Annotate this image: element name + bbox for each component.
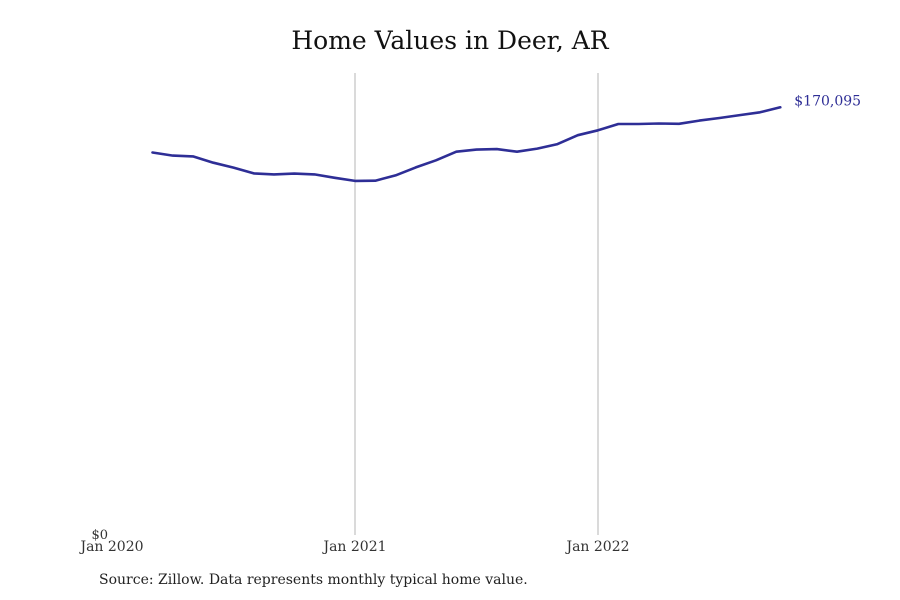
x-tick-label: Jan 2021	[321, 539, 386, 555]
x-tick-label: Jan 2022	[564, 539, 629, 555]
x-tick-label: Jan 2020	[78, 539, 143, 555]
series-line	[151, 106, 782, 183]
last-value-label: $170,095	[794, 93, 861, 109]
chart-title: Home Values in Deer, AR	[291, 26, 609, 55]
source-note: Source: Zillow. Data represents monthly …	[99, 572, 528, 588]
y-tick-label: $0	[91, 528, 108, 543]
